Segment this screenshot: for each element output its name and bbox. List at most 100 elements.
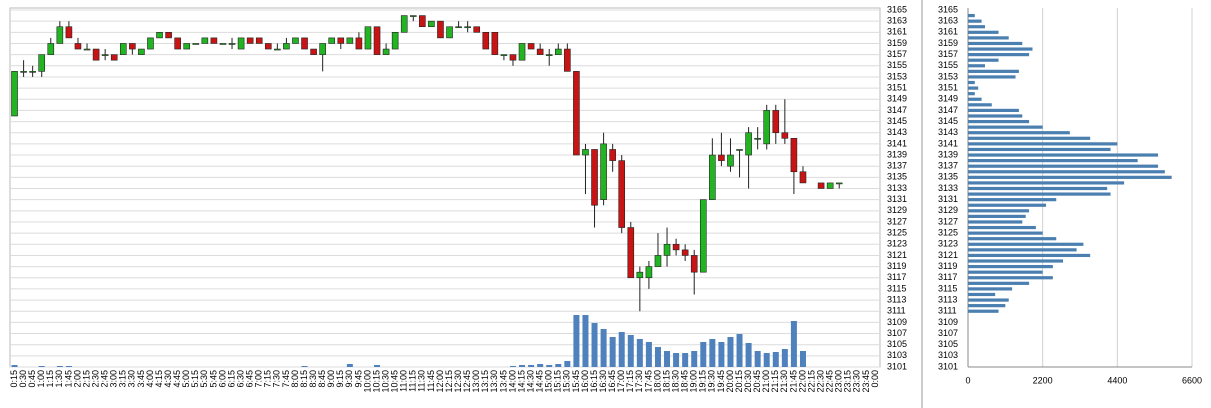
x-tick-label: 9:15 xyxy=(335,370,345,388)
y-tick-label: 3117 xyxy=(938,272,957,282)
candle-body xyxy=(156,32,163,39)
candle-body xyxy=(518,43,526,61)
x-tick-label: 1:00 xyxy=(36,370,46,388)
y-tick-label: 3137 xyxy=(887,161,907,171)
candle-body xyxy=(699,199,707,273)
y-tick-label: 3165 xyxy=(938,4,958,14)
profile-bar xyxy=(968,181,1125,185)
y-tick-label: 3155 xyxy=(887,60,907,70)
candle-body xyxy=(500,54,508,56)
candle-body xyxy=(237,37,245,50)
x-tick-label: 0 xyxy=(965,375,970,385)
volume-bar xyxy=(754,351,761,367)
y-tick-label: 3125 xyxy=(938,228,958,238)
x-tick-label: 8:45 xyxy=(317,370,327,388)
candle-body xyxy=(536,48,544,55)
profile-bar xyxy=(968,75,1016,79)
profile-bar xyxy=(968,103,992,107)
candle-body xyxy=(29,71,36,73)
candle-body xyxy=(736,149,743,151)
x-tick-label: 5:45 xyxy=(208,370,218,388)
y-tick-label: 3107 xyxy=(887,328,907,338)
y-tick-label: 3131 xyxy=(887,194,907,204)
candle-body xyxy=(826,182,834,189)
candle-body xyxy=(645,266,653,279)
x-tick-label: 1:30 xyxy=(54,370,64,388)
y-tick-label: 3135 xyxy=(887,172,907,182)
y-tick-label: 3109 xyxy=(887,317,907,327)
volume-bar xyxy=(790,321,797,367)
x-tick-label: 17:45 xyxy=(643,370,653,393)
volume-bar xyxy=(781,349,788,367)
candle-body xyxy=(400,15,408,33)
x-tick-label: 9:00 xyxy=(326,370,336,388)
x-tick-label: 7:30 xyxy=(272,370,282,388)
y-tick-label: 3157 xyxy=(938,49,958,59)
profile-bar xyxy=(968,47,1033,51)
y-tick-label: 3153 xyxy=(938,71,958,81)
y-tick-label: 3133 xyxy=(938,183,958,193)
profile-bar xyxy=(968,19,982,23)
profile-bar xyxy=(968,97,982,101)
volume-bar xyxy=(691,351,698,367)
candle-body xyxy=(129,43,136,50)
profile-bar xyxy=(968,237,1057,241)
x-tick-label: 12:15 xyxy=(444,370,454,393)
x-tick-label: 4:15 xyxy=(154,370,164,388)
profile-bar xyxy=(968,225,1036,230)
x-tick-label: 18:15 xyxy=(661,370,671,393)
y-tick-label: 3121 xyxy=(938,250,958,260)
y-tick-label: 3129 xyxy=(887,205,907,215)
volume-bar xyxy=(519,365,526,367)
profile-bar xyxy=(968,242,1084,246)
x-tick-label: 3:00 xyxy=(109,370,119,388)
x-tick-label: 12:00 xyxy=(435,370,445,393)
y-tick-label: 3161 xyxy=(938,27,958,37)
profile-bar xyxy=(968,142,1118,146)
x-tick-label: 21:45 xyxy=(788,370,798,393)
x-tick-label: 16:15 xyxy=(589,370,599,393)
x-tick-label: 13:45 xyxy=(498,370,508,393)
profile-bar xyxy=(968,92,975,96)
x-tick-label: 15:45 xyxy=(571,370,581,393)
x-tick-label: 3:45 xyxy=(136,370,146,388)
x-tick-label: 23:00 xyxy=(834,370,844,393)
candle-body xyxy=(138,48,145,55)
x-tick-label: 17:15 xyxy=(625,370,635,393)
x-tick-label: 5:15 xyxy=(190,370,200,388)
x-tick-label: 21:15 xyxy=(770,370,780,393)
profile-bar xyxy=(968,125,1043,129)
y-tick-label: 3163 xyxy=(887,16,907,26)
profile-bar xyxy=(968,198,1057,202)
candle-body xyxy=(491,32,499,55)
x-tick-label: 22:45 xyxy=(825,370,835,393)
profile-bar xyxy=(968,259,1064,263)
candle-body xyxy=(364,26,372,50)
candle-body xyxy=(790,137,798,173)
candle-body xyxy=(11,71,18,117)
profile-bar xyxy=(968,41,1023,46)
candle-body xyxy=(92,48,100,61)
volume-bar xyxy=(509,366,516,367)
y-tick-label: 3107 xyxy=(938,328,958,338)
candle-body xyxy=(119,43,127,55)
candle-body xyxy=(482,32,490,50)
candle-body xyxy=(219,43,227,45)
y-tick-label: 3135 xyxy=(938,172,958,182)
volume-bar xyxy=(654,347,661,367)
x-tick-label: 10:15 xyxy=(371,370,381,393)
candle-body xyxy=(47,43,55,55)
candle-body xyxy=(835,182,843,185)
candle-body xyxy=(672,243,680,251)
profile-bar xyxy=(968,276,1053,280)
x-tick-label: 4:00 xyxy=(145,370,155,388)
candle-body xyxy=(609,149,616,161)
profile-bar xyxy=(968,264,1053,269)
y-tick-label: 3123 xyxy=(938,239,958,249)
profile-bar xyxy=(968,136,1091,140)
x-tick-label: 23:45 xyxy=(861,370,871,393)
x-tick-label: 7:15 xyxy=(263,370,273,388)
profile-bar xyxy=(968,119,1030,124)
candle-body xyxy=(772,110,780,134)
x-tick-label: 19:00 xyxy=(689,370,699,393)
